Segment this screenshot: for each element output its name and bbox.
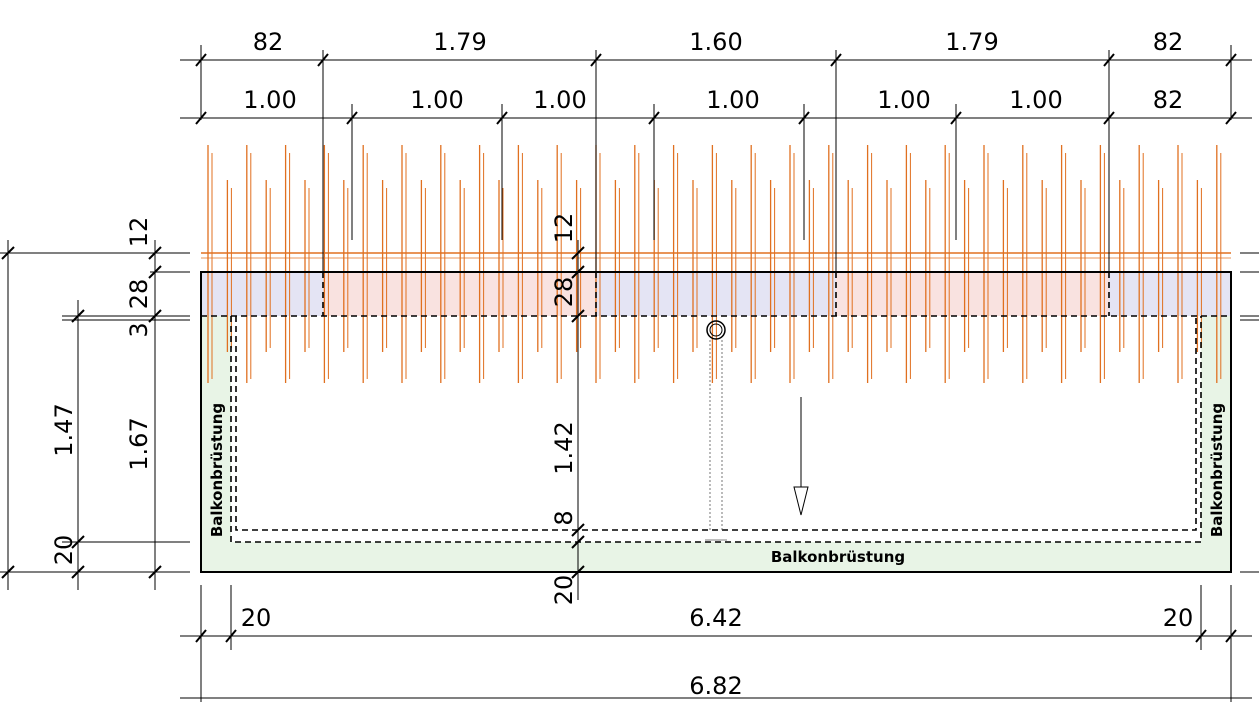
balustrade-label-left: Balkonbrüstung (208, 403, 226, 537)
dim-top2-100-3: 1.00 (533, 86, 586, 114)
balustrade-label-right: Balkonbrüstung (1208, 403, 1226, 537)
dim-top2-82: 82 (1153, 86, 1184, 114)
slab-outline (200, 271, 1232, 573)
dim-left-12: 12 (125, 217, 153, 248)
dim-center-142: 1.42 (550, 421, 578, 474)
drain-inner-ring (709, 323, 723, 337)
beam-band-blue-3 (1109, 272, 1231, 316)
dim-left-28: 28 (125, 279, 153, 310)
dim-center-28: 28 (550, 277, 578, 308)
dim-top2-100-6: 1.00 (1009, 86, 1062, 114)
dim-center-12: 12 (550, 213, 578, 244)
slab-outer-edge (200, 271, 1232, 573)
dim-top-179-left: 1.79 (433, 28, 486, 56)
dim-bottom-20-right: 20 (1163, 604, 1194, 632)
dim-top2-100-4: 1.00 (706, 86, 759, 114)
dim-center: 12 28 1.42 8 20 (550, 213, 585, 606)
dim-top2-100-1: 1.00 (243, 86, 296, 114)
dim-top-82-right: 82 (1153, 28, 1184, 56)
balustrade-label-bottom: Balkonbrüstung (771, 548, 905, 566)
dim-center-8: 8 (550, 510, 578, 525)
dim-left-167: 1.67 (125, 417, 153, 470)
dim-left-147: 1.47 (50, 403, 78, 456)
beam-band-blue-1 (201, 272, 323, 316)
dim-left-3: 3 (125, 322, 153, 337)
dim-top2-100-5: 1.00 (877, 86, 930, 114)
dim-top-160: 1.60 (689, 28, 742, 56)
dim-top-row2: 1.00 1.00 1.00 1.00 1.00 1.00 82 (180, 50, 1252, 272)
balustrade-inner-dashed-2 (235, 316, 1197, 531)
dim-top-179-right: 1.79 (945, 28, 998, 56)
slope-arrow-icon (793, 397, 809, 516)
dim-center-20: 20 (550, 575, 578, 606)
balustrade-inner-dashed (230, 316, 1202, 543)
drain-icon (706, 320, 726, 340)
dim-top2-100-2: 1.00 (410, 86, 463, 114)
dim-top-82-left: 82 (253, 28, 284, 56)
dim-left-20: 20 (50, 535, 78, 566)
dim-bottom-642: 6.42 (689, 604, 742, 632)
dim-bottom: 20 6.42 20 6.82 (180, 585, 1252, 702)
dim-left: 12 28 3 1.47 1.67 20 (0, 217, 1259, 590)
drain (705, 320, 727, 541)
dim-bottom-682: 6.82 (689, 672, 742, 700)
dim-bottom-20-left: 20 (241, 604, 272, 632)
